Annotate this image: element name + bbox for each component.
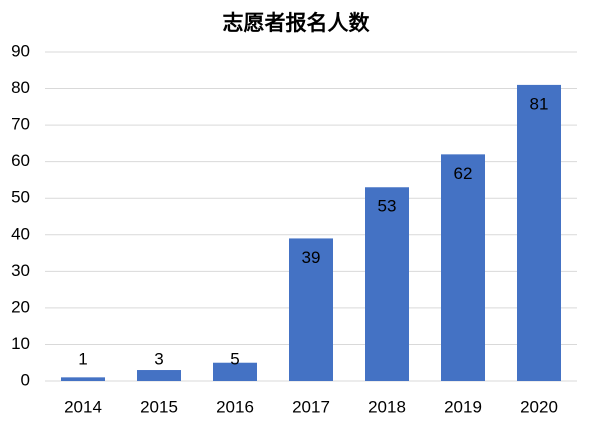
data-label: 1 — [78, 349, 87, 368]
data-label: 5 — [230, 349, 239, 368]
bar — [137, 370, 181, 381]
x-tick-label: 2015 — [140, 397, 178, 416]
data-label: 3 — [154, 349, 163, 368]
data-label: 39 — [302, 248, 321, 267]
y-tick-label: 10 — [11, 334, 30, 353]
bar — [213, 362, 257, 381]
bar — [289, 238, 333, 381]
x-tick-label: 2014 — [64, 397, 102, 416]
y-tick-label: 80 — [11, 78, 30, 97]
x-tick-label: 2019 — [444, 397, 482, 416]
y-tick-label: 20 — [11, 297, 30, 316]
bar — [517, 84, 561, 382]
bar — [441, 154, 485, 381]
y-tick-label: 30 — [11, 261, 30, 280]
data-label: 53 — [378, 197, 397, 216]
y-tick-label: 90 — [11, 41, 30, 60]
data-label: 62 — [454, 164, 473, 183]
x-tick-label: 2017 — [292, 397, 330, 416]
y-tick-label: 40 — [11, 224, 30, 243]
y-tick-label: 70 — [11, 115, 30, 134]
bar — [61, 377, 105, 381]
x-tick-label: 2016 — [216, 397, 254, 416]
x-tick-label: 2020 — [520, 397, 558, 416]
bar — [365, 187, 409, 381]
y-tick-label: 0 — [21, 370, 30, 389]
data-label: 81 — [530, 94, 549, 113]
y-tick-label: 50 — [11, 188, 30, 207]
x-tick-label: 2018 — [368, 397, 406, 416]
chart-title: 志愿者报名人数 — [223, 11, 371, 35]
y-tick-label: 60 — [11, 151, 30, 170]
